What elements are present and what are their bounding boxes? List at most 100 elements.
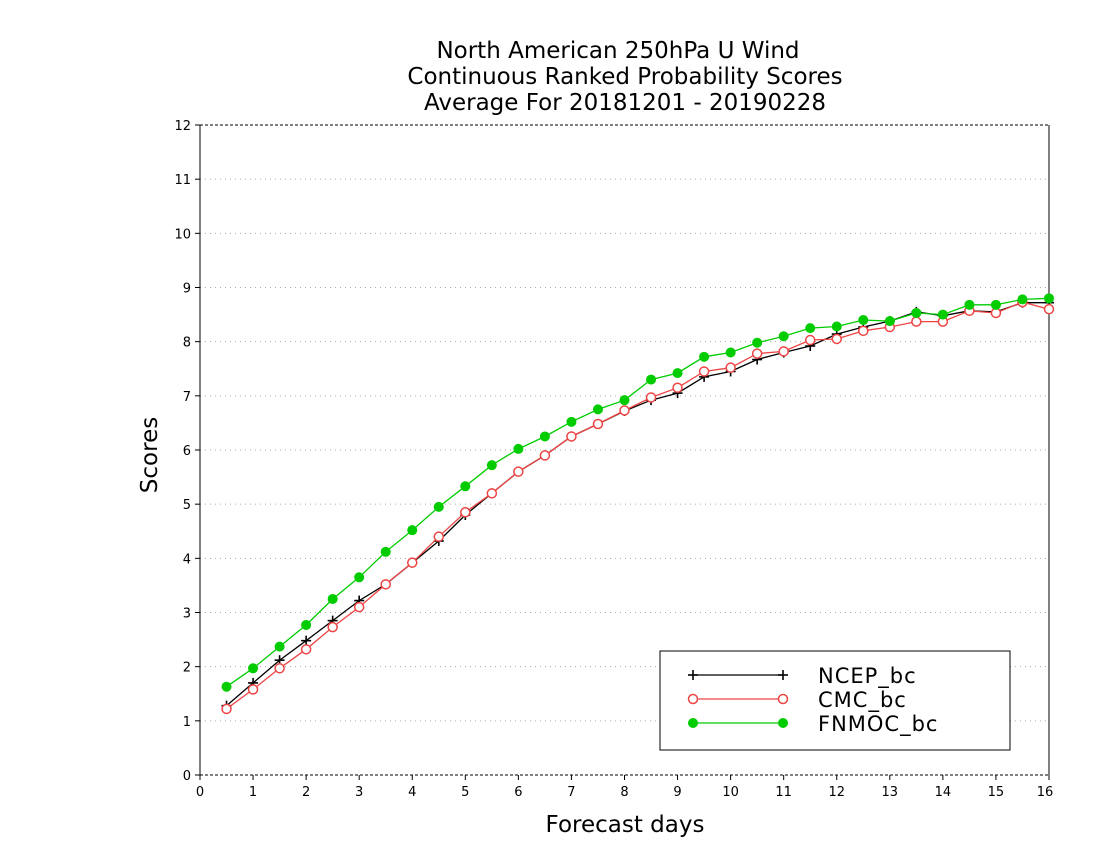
data-point-ncep-bc: [301, 635, 312, 646]
data-point-fnmoc-bc: [831, 321, 842, 332]
x-tick-label: 13: [882, 785, 899, 800]
data-point-cmc-bc: [778, 346, 789, 357]
data-point-fnmoc-bc: [274, 641, 285, 652]
y-tick-label: 9: [183, 282, 191, 297]
data-point-cmc-bc: [380, 579, 391, 590]
data-point-fnmoc-bc: [248, 663, 259, 674]
legend-box: [659, 650, 1011, 751]
data-point-fnmoc-bc: [937, 309, 948, 320]
series-ncep-bc: [221, 297, 1054, 711]
data-point-cmc-bc: [513, 466, 524, 477]
x-tick-label: 15: [988, 785, 1005, 800]
x-tick-label: 11: [775, 785, 792, 800]
legend-marker: [687, 693, 699, 705]
data-point-fnmoc-bc: [646, 374, 657, 385]
y-tick-label: 3: [183, 607, 191, 622]
axes: [195, 124, 1050, 780]
legend-marker: [778, 670, 788, 680]
data-point-fnmoc-bc: [460, 481, 471, 492]
data-point-cmc-bc: [672, 382, 683, 393]
data-point-cmc-bc: [407, 557, 418, 568]
x-tick-label: 7: [567, 785, 575, 800]
data-point-cmc-bc: [804, 334, 816, 346]
chart-title-line-2: Continuous Ranked Probability Scores: [407, 64, 842, 90]
data-point-cmc-bc: [619, 405, 630, 416]
grid-lines: [200, 178, 1049, 722]
y-tick-label: 11: [174, 173, 191, 188]
y-tick-label: 12: [174, 119, 191, 134]
chart-title: North American 250hPa U Wind Continuous …: [407, 38, 842, 116]
legend-item-cmc-bc: CMC_bc: [687, 688, 907, 713]
legend-item-ncep-bc: NCEP_bc: [688, 664, 917, 689]
data-point-fnmoc-bc: [990, 299, 1001, 310]
y-tick-label: 10: [174, 227, 191, 242]
data-point-cmc-bc: [353, 601, 365, 613]
y-tick-label: 6: [183, 444, 191, 459]
data-point-cmc-bc: [725, 362, 736, 373]
data-point-fnmoc-bc: [1044, 293, 1054, 304]
legend-marker: [778, 718, 788, 728]
data-point-cmc-bc: [698, 366, 710, 377]
data-point-fnmoc-bc: [592, 404, 603, 415]
data-point-fnmoc-bc: [486, 460, 497, 471]
data-point-cmc-bc: [751, 348, 763, 359]
data-point-cmc-bc: [460, 507, 471, 518]
legend-marker: [777, 693, 789, 705]
data-point-cmc-bc: [1043, 303, 1055, 315]
x-tick-label: 3: [355, 785, 363, 800]
data-point-cmc-bc: [274, 663, 285, 674]
data-point-fnmoc-bc: [619, 395, 630, 406]
y-tick-label: 2: [183, 661, 191, 676]
data-point-fnmoc-bc: [566, 416, 577, 427]
data-point-cmc-bc: [911, 316, 922, 327]
data-point-cmc-bc: [566, 431, 577, 442]
x-tick-label: 16: [1037, 785, 1054, 800]
data-point-cmc-bc: [486, 488, 498, 499]
data-point-cmc-bc: [831, 333, 842, 345]
data-point-cmc-bc: [433, 531, 445, 542]
data-point-fnmoc-bc: [699, 351, 710, 362]
data-point-cmc-bc: [327, 621, 338, 633]
x-tick-label: 6: [514, 785, 522, 800]
data-point-fnmoc-bc: [380, 546, 391, 557]
data-point-fnmoc-bc: [513, 443, 524, 454]
y-axis-label: Scores: [137, 417, 163, 493]
y-tick-label: 5: [183, 498, 191, 513]
y-tick-label: 1: [183, 715, 191, 730]
legend-label: NCEP_bc: [818, 664, 917, 689]
data-point-fnmoc-bc: [911, 307, 922, 318]
series-line-cmc-bc: [226, 301, 1050, 710]
data-point-cmc-bc: [645, 392, 657, 403]
data-point-cmc-bc: [247, 684, 259, 695]
data-point-fnmoc-bc: [805, 323, 816, 334]
data-point-fnmoc-bc: [301, 619, 312, 630]
y-tick-label: 4: [183, 552, 191, 567]
data-point-cmc-bc: [300, 644, 312, 655]
chart-title-line-1: North American 250hPa U Wind: [436, 38, 799, 64]
data-point-fnmoc-bc: [884, 316, 895, 327]
data-point-fnmoc-bc: [778, 331, 789, 342]
data-point-fnmoc-bc: [407, 525, 418, 536]
x-tick-label: 9: [673, 785, 681, 800]
series-fnmoc-bc: [221, 293, 1054, 692]
x-axis-label: Forecast days: [546, 812, 705, 838]
data-point-fnmoc-bc: [539, 431, 550, 442]
chart-title-line-3: Average For 20181201 - 20190228: [424, 90, 826, 116]
data-point-fnmoc-bc: [964, 299, 975, 310]
series-lines: [221, 293, 1055, 715]
y-tick-label: 0: [183, 769, 191, 784]
data-point-fnmoc-bc: [1017, 294, 1028, 305]
x-tick-label: 1: [249, 785, 257, 800]
data-point-cmc-bc: [858, 325, 869, 337]
x-tick-label: 8: [620, 785, 628, 800]
x-tick-label: 5: [461, 785, 469, 800]
legend-label: CMC_bc: [818, 688, 907, 713]
x-tick-label: 4: [408, 785, 416, 800]
x-tick-label: 12: [828, 785, 845, 800]
series-cmc-bc: [221, 296, 1055, 715]
x-tick-label: 0: [196, 785, 204, 800]
data-point-fnmoc-bc: [725, 347, 736, 358]
